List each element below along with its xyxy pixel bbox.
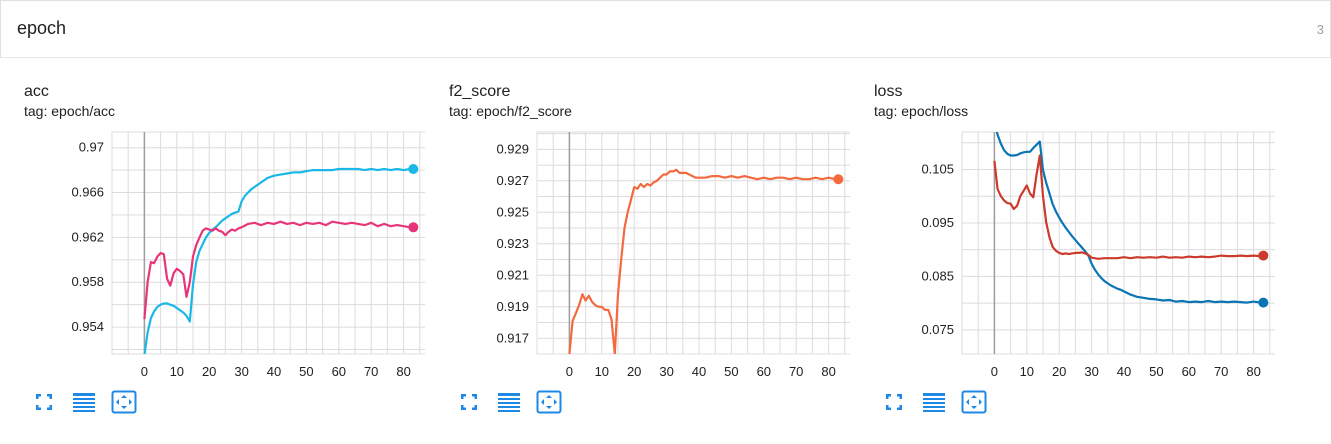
x-tick-label: 20 (1052, 364, 1066, 379)
fullscreen-button[interactable] (882, 390, 906, 414)
fit-domain-button[interactable] (961, 390, 987, 414)
series-line (995, 132, 1264, 304)
x-tick-label: 10 (595, 364, 609, 379)
series-line (143, 167, 414, 354)
y-tick-label: 0.923 (496, 236, 529, 251)
y-tick-label: 0.919 (496, 299, 529, 314)
series-path (993, 154, 1264, 260)
series-last-point[interactable] (408, 222, 419, 233)
fullscreen-button[interactable] (32, 390, 56, 414)
grid-lines (962, 132, 1275, 354)
chart-tag: tag: epoch/acc (24, 103, 116, 119)
x-tick-label: 60 (1182, 364, 1196, 379)
list-lines-icon (923, 393, 945, 412)
chart-plot-f2-score[interactable]: 0.929 0.927 0.925 0.923 0.921 0.919 0.917 0 10 20… (425, 57, 850, 387)
x-tick-label: 30 (659, 364, 673, 379)
x-tick-label: 40 (692, 364, 706, 379)
x-tick-label: 10 (170, 364, 184, 379)
series-path (568, 168, 839, 354)
fit-domain-icon (536, 390, 562, 414)
chart-tag: tag: epoch/loss (874, 103, 969, 119)
y-tick-label: 0.966 (71, 185, 104, 200)
x-tick-label: 0 (566, 364, 573, 379)
x-tick-label: 20 (627, 364, 641, 379)
list-lines-icon (73, 393, 95, 412)
y-tick-label: 0.917 (496, 330, 529, 345)
x-tick-label: 10 (1020, 364, 1034, 379)
x-tick-label: 0 (141, 364, 148, 379)
chart-tag: tag: epoch/f2_score (449, 103, 572, 119)
list-lines-icon (498, 393, 520, 412)
series-line (993, 154, 1264, 260)
x-tick-label: 20 (202, 364, 216, 379)
series-last-point[interactable] (833, 174, 844, 185)
fit-domain-button[interactable] (111, 390, 137, 414)
chart-title: acc (24, 83, 49, 100)
x-tick-label: 80 (396, 364, 410, 379)
card-count-badge: 3 (1316, 22, 1324, 37)
group-title: epoch (17, 18, 67, 38)
y-tick-label: 0.921 (496, 267, 529, 282)
y-tick-label: 0.962 (71, 229, 104, 244)
grid-lines (537, 132, 850, 355)
x-tick-label: 50 (724, 364, 738, 379)
series-line (143, 220, 414, 320)
series-line (568, 168, 839, 354)
fullscreen-icon (886, 394, 902, 410)
x-tick-label: 70 (1214, 364, 1228, 379)
x-tick-label: 60 (757, 364, 771, 379)
fit-domain-icon (111, 390, 137, 414)
chart-plot-acc[interactable]: 0.97 0.966 0.962 0.958 0.954 0 10 20 30 40 50 60 70 8… (0, 57, 425, 387)
toggle-legend-button[interactable] (497, 390, 521, 414)
x-tick-label: 40 (1117, 364, 1131, 379)
series-path (995, 132, 1264, 304)
y-tick-label: 0.075 (921, 322, 954, 337)
toggle-legend-button[interactable] (72, 390, 96, 414)
x-tick-label: 40 (267, 364, 281, 379)
plot-frame (961, 131, 1275, 355)
x-tick-label: 80 (821, 364, 835, 379)
fullscreen-button[interactable] (457, 390, 481, 414)
series-last-point[interactable] (1258, 297, 1269, 308)
y-tick-label: 0.095 (921, 215, 954, 230)
x-tick-label: 80 (1246, 364, 1260, 379)
chart-card-acc: 0.97 0.966 0.962 0.958 0.954 0 10 20 30 40 50 60 70 8… (0, 57, 425, 444)
toggle-legend-button[interactable] (922, 390, 946, 414)
y-tick-label: 0.958 (71, 274, 104, 289)
series-path (143, 220, 414, 320)
x-tick-label: 70 (789, 364, 803, 379)
y-tick-label: 0.105 (921, 161, 954, 176)
series-last-point[interactable] (408, 164, 419, 174)
y-tick-label: 0.97 (79, 140, 104, 155)
y-tick-label: 0.085 (921, 268, 954, 283)
fit-domain-icon (961, 390, 987, 414)
y-tick-label: 0.929 (496, 141, 529, 156)
fit-domain-button[interactable] (536, 390, 562, 414)
fullscreen-icon (36, 394, 52, 410)
chart-plot-loss[interactable]: 0.105 0.095 0.085 0.075 0 10 20 30 40 50 60 70 80 (850, 57, 1275, 387)
chart-card-loss: 0.105 0.095 0.085 0.075 0 10 20 30 40 50 60 70 80 lo… (850, 57, 1275, 444)
chart-card-f2-score: 0.929 0.927 0.925 0.923 0.921 0.919 0.917 0 10 20… (425, 57, 850, 444)
x-tick-label: 30 (1084, 364, 1098, 379)
group-header[interactable]: epoch 3 (0, 0, 1331, 58)
x-tick-label: 70 (364, 364, 378, 379)
y-tick-label: 0.927 (496, 173, 529, 188)
y-tick-label: 0.925 (496, 204, 529, 219)
grid-lines (112, 132, 425, 354)
chart-title: loss (874, 83, 903, 100)
chart-title: f2_score (449, 83, 511, 100)
x-tick-label: 60 (332, 364, 346, 379)
x-tick-label: 30 (234, 364, 248, 379)
fullscreen-icon (461, 394, 477, 410)
x-tick-label: 50 (299, 364, 313, 379)
plot-frame (536, 131, 850, 355)
series-path (143, 167, 414, 354)
plot-frame (111, 131, 425, 355)
x-tick-label: 0 (991, 364, 998, 379)
x-tick-label: 50 (1149, 364, 1163, 379)
y-tick-label: 0.954 (71, 319, 104, 334)
series-last-point[interactable] (1258, 250, 1269, 261)
